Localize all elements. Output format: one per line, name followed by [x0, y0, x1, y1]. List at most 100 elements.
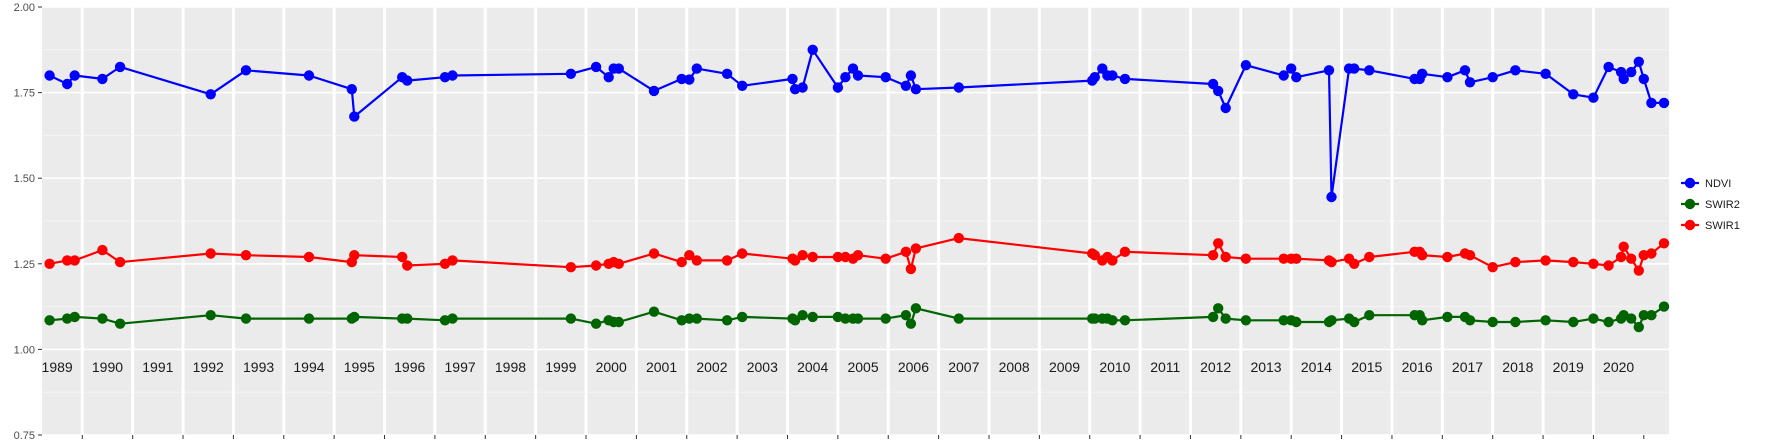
data-point-ndvi — [721, 68, 733, 80]
axes: 0.75 1.00 1.25 1.50 1.75 2.00 — [14, 2, 1645, 442]
data-point-swir2 — [807, 311, 818, 323]
y-tick-label: 1.25 — [14, 259, 35, 271]
data-point-ndvi — [648, 85, 660, 97]
data-point-ndvi — [1618, 73, 1629, 85]
year-label: 2014 — [1301, 359, 1332, 375]
data-point-swir1 — [1442, 251, 1453, 263]
year-label: 2019 — [1553, 359, 1584, 375]
legend-label: NDVI — [1705, 178, 1731, 190]
data-point-ndvi — [832, 82, 844, 93]
data-point-swir2 — [565, 313, 577, 324]
legend-key-point — [1684, 198, 1696, 210]
year-label: 2008 — [999, 359, 1030, 375]
data-point-ndvi — [97, 73, 108, 85]
data-point-ndvi — [676, 73, 687, 85]
data-point-swir2 — [1510, 316, 1521, 328]
data-point-ndvi — [880, 72, 891, 83]
data-point-ndvi — [1540, 68, 1551, 80]
data-point-swir2 — [789, 315, 801, 326]
year-label: 1994 — [293, 359, 324, 375]
data-point-swir2 — [1568, 316, 1579, 328]
data-point-ndvi — [1603, 61, 1614, 73]
data-point-swir1 — [447, 255, 458, 266]
data-point-swir2 — [1326, 315, 1337, 326]
data-point-ndvi — [807, 44, 818, 55]
data-point-swir1 — [590, 260, 602, 271]
data-point-ndvi — [1286, 63, 1297, 74]
data-point-swir1 — [349, 250, 360, 261]
data-point-ndvi — [240, 65, 252, 76]
data-point-swir2 — [69, 311, 80, 323]
minor-grid — [42, 49, 1669, 393]
y-tick-label: 2.00 — [14, 2, 35, 14]
data-point-ndvi — [1278, 70, 1289, 81]
data-point-swir1 — [240, 250, 252, 261]
data-point-ndvi — [1658, 97, 1670, 109]
data-point-ndvi — [1464, 77, 1476, 88]
data-point-ndvi — [346, 84, 357, 95]
data-point-swir1 — [1089, 250, 1101, 261]
data-point-swir2 — [1089, 313, 1101, 324]
data-point-ndvi — [900, 80, 912, 92]
data-point-swir2 — [1107, 315, 1118, 326]
major-grid — [42, 6, 1669, 436]
data-point-swir2 — [1588, 313, 1599, 324]
year-label: 1998 — [495, 359, 526, 375]
data-point-ndvi — [1417, 68, 1428, 80]
year-label: 1993 — [243, 359, 274, 375]
data-point-ndvi — [69, 70, 80, 81]
data-point-swir2 — [303, 313, 315, 324]
data-point-swir2 — [1213, 303, 1224, 314]
y-tick-label: 1.75 — [14, 88, 35, 100]
year-label: 1991 — [142, 359, 173, 375]
data-point-swir1 — [852, 250, 864, 261]
data-point-ndvi — [840, 72, 851, 83]
data-point-ndvi — [1213, 85, 1224, 97]
data-point-ndvi — [349, 111, 360, 122]
data-point-ndvi — [684, 74, 695, 85]
data-point-swir2 — [1119, 315, 1131, 326]
data-point-ndvi — [44, 70, 55, 81]
year-label: 2009 — [1049, 359, 1080, 375]
data-point-ndvi — [953, 82, 964, 93]
data-point-swir2 — [648, 306, 660, 317]
year-label: 2018 — [1502, 359, 1533, 375]
data-point-ndvi — [1119, 73, 1131, 85]
data-point-ndvi — [590, 61, 602, 73]
data-point-swir2 — [1278, 315, 1289, 326]
data-point-swir1 — [648, 248, 660, 259]
data-point-swir2 — [114, 318, 126, 329]
data-point-ndvi — [910, 84, 922, 95]
year-label: 1996 — [394, 359, 425, 375]
data-point-swir1 — [1568, 256, 1579, 268]
data-point-swir2 — [1349, 316, 1360, 328]
year-label: 2017 — [1452, 359, 1483, 375]
data-point-ndvi — [852, 70, 864, 81]
year-label: 2001 — [646, 359, 677, 375]
data-point-ndvi — [447, 70, 458, 81]
data-point-swir2 — [900, 310, 912, 321]
data-point-ndvi — [1638, 73, 1650, 85]
data-point-swir1 — [1107, 255, 1118, 266]
data-point-swir2 — [1638, 310, 1650, 321]
data-point-swir2 — [852, 313, 864, 324]
data-point-swir1 — [910, 243, 922, 254]
legend: NDVI SWIR2 SWIR1 — [1681, 177, 1740, 232]
data-point-ndvi — [737, 80, 748, 92]
data-point-ndvi — [613, 63, 624, 74]
data-point-swir1 — [905, 263, 917, 275]
year-label: 1995 — [344, 359, 375, 375]
data-point-swir1 — [1646, 248, 1657, 259]
data-point-swir1 — [397, 251, 408, 263]
data-point-swir2 — [240, 313, 252, 324]
data-point-ndvi — [402, 75, 413, 86]
data-point-swir2 — [590, 318, 602, 329]
data-point-swir1 — [880, 253, 891, 264]
data-point-swir2 — [1220, 313, 1231, 324]
data-point-swir1 — [61, 255, 73, 266]
data-point-swir1 — [1487, 262, 1498, 273]
data-point-ndvi — [797, 82, 808, 93]
data-point-swir1 — [97, 244, 108, 256]
data-point-ndvi — [1326, 191, 1337, 203]
